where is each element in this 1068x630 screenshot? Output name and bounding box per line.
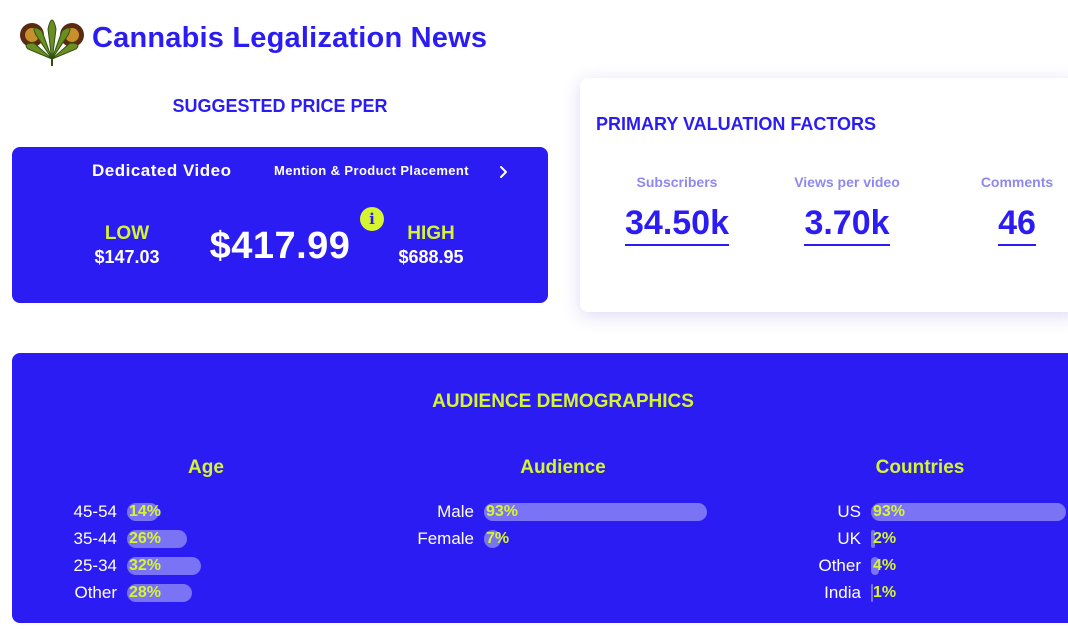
metric-value[interactable]: 34.50k bbox=[625, 204, 729, 246]
demographic-percent: 26% bbox=[129, 530, 162, 547]
demographic-bar-fill bbox=[127, 530, 187, 548]
demographic-percent: 7% bbox=[486, 530, 510, 547]
demographic-bar: 7% bbox=[484, 530, 724, 548]
low-label: LOW bbox=[104, 223, 150, 244]
demographic-percent: 28% bbox=[129, 584, 162, 601]
demographic-bar: 4% bbox=[871, 557, 1068, 575]
demographic-bar-fill bbox=[871, 503, 1067, 521]
high-value: $688.95 bbox=[398, 247, 464, 267]
demographics-title: AUDIENCE DEMOGRAPHICS bbox=[432, 391, 694, 412]
demographic-label: UK bbox=[837, 529, 861, 548]
countries-title: Countries bbox=[875, 457, 965, 478]
metric-subscribers: Subscribers 34.50k bbox=[592, 174, 762, 246]
demographic-percent: 32% bbox=[129, 557, 162, 574]
demographics-card: AUDIENCE DEMOGRAPHICS Age Audience Count… bbox=[12, 353, 1068, 623]
demographic-label: Other bbox=[74, 583, 117, 602]
tab-dedicated-video[interactable]: Dedicated Video bbox=[92, 161, 232, 180]
demographic-percent: 2% bbox=[873, 530, 897, 547]
demographic-bar: 2% bbox=[871, 530, 1068, 548]
chevron-right-icon[interactable] bbox=[496, 161, 512, 183]
demographic-bar: 1% bbox=[871, 584, 1068, 602]
demographic-percent: 1% bbox=[873, 584, 897, 601]
demographic-label: US bbox=[837, 502, 861, 521]
info-icon[interactable]: i bbox=[360, 207, 384, 231]
metric-label: Views per video bbox=[794, 174, 900, 190]
demographic-percent: 4% bbox=[873, 557, 897, 574]
demographic-bar-fill bbox=[127, 584, 192, 602]
demographic-bar-fill bbox=[871, 584, 874, 602]
demographic-bar: 26% bbox=[127, 530, 367, 548]
demographic-label: 45-54 bbox=[73, 502, 117, 521]
price-low: LOW $147.03 bbox=[72, 223, 182, 268]
demographic-percent: 14% bbox=[129, 503, 162, 520]
metric-label: Comments bbox=[980, 174, 1054, 190]
demographic-bar: 14% bbox=[127, 503, 367, 521]
demographic-bar-fill bbox=[127, 557, 201, 575]
suggested-price: $417.99 bbox=[209, 225, 351, 267]
demographic-label: Male bbox=[437, 502, 474, 521]
metric-views-per-video: Views per video 3.70k bbox=[762, 174, 932, 246]
audience-title: Audience bbox=[520, 457, 606, 478]
metric-comments: Comments 46 bbox=[932, 174, 1068, 246]
metric-label: Subscribers bbox=[636, 174, 718, 190]
demographic-label: 35-44 bbox=[73, 529, 117, 548]
valuation-card: PRIMARY VALUATION FACTORS Subscribers 34… bbox=[580, 78, 1068, 312]
demographic-bar-fill bbox=[127, 503, 160, 521]
demographic-bar: 32% bbox=[127, 557, 367, 575]
tab-mention-product-placement[interactable]: Mention & Product Placement bbox=[274, 163, 469, 178]
price-tabs: Dedicated Video Mention & Product Placem… bbox=[12, 161, 548, 185]
valuation-title: PRIMARY VALUATION FACTORS bbox=[596, 114, 877, 134]
site-header: Cannabis Legalization News bbox=[18, 8, 487, 68]
demographic-label: Other bbox=[818, 556, 861, 575]
suggested-price-title: SUGGESTED PRICE PER bbox=[172, 96, 388, 116]
metric-value[interactable]: 3.70k bbox=[804, 204, 890, 246]
age-title: Age bbox=[188, 457, 224, 478]
demographic-bar-fill bbox=[871, 557, 880, 575]
demographic-bar: 93% bbox=[484, 503, 724, 521]
price-card: Dedicated Video Mention & Product Placem… bbox=[12, 147, 548, 303]
demographic-percent: 93% bbox=[486, 503, 519, 520]
demographic-bar: 28% bbox=[127, 584, 367, 602]
high-label: HIGH bbox=[407, 223, 455, 244]
demographic-bar-fill bbox=[484, 530, 501, 548]
demographic-bar: 93% bbox=[871, 503, 1068, 521]
demographic-bar-fill bbox=[871, 530, 876, 548]
price-high: HIGH $688.95 bbox=[376, 223, 486, 268]
site-title: Cannabis Legalization News bbox=[92, 21, 488, 54]
demographic-bar-fill bbox=[484, 503, 708, 521]
metric-value[interactable]: 46 bbox=[998, 204, 1036, 246]
low-value: $147.03 bbox=[94, 247, 160, 267]
cannabis-leaf-icon bbox=[20, 19, 84, 66]
demographic-label: 25-34 bbox=[73, 556, 117, 575]
demographic-percent: 93% bbox=[873, 503, 906, 520]
demographic-label: Female bbox=[417, 529, 474, 548]
demographic-label: India bbox=[824, 583, 861, 602]
